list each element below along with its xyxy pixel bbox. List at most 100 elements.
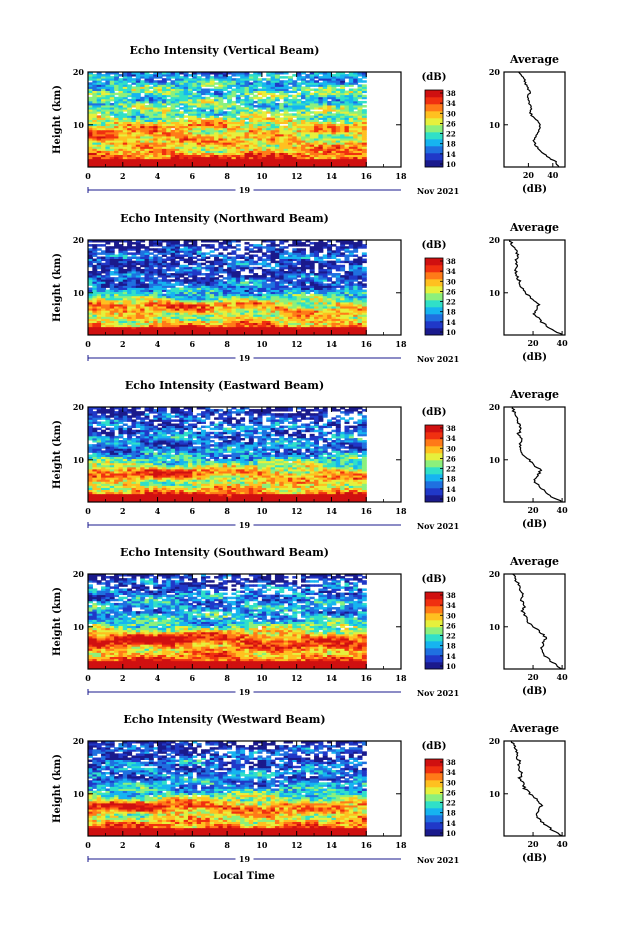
heatmap-cell xyxy=(362,267,367,269)
x-tick-label: 8 xyxy=(224,171,230,181)
average-title: Average xyxy=(509,53,559,66)
heatmap-cell xyxy=(362,290,367,292)
heatmap-cell xyxy=(301,76,306,78)
heatmap-cell xyxy=(158,80,163,82)
heatmap-cell xyxy=(327,101,332,103)
heatmap-cell xyxy=(131,109,136,111)
heatmap-cell xyxy=(279,113,284,115)
heatmap-cell xyxy=(166,82,171,84)
heatmap-cell xyxy=(223,269,228,271)
x-tick-label: 4 xyxy=(155,171,161,181)
heatmap-cell xyxy=(236,95,241,97)
heatmap-cell xyxy=(314,80,319,82)
colorbar-segment xyxy=(425,90,443,97)
x-tick-label: 6 xyxy=(190,171,196,181)
heatmap-cell xyxy=(262,78,267,80)
heatmap-cell xyxy=(305,74,310,76)
heatmap-cell xyxy=(275,103,280,105)
heatmap-cell xyxy=(249,97,254,99)
heatmap-cell xyxy=(210,89,215,91)
heatmap-cell xyxy=(305,80,310,82)
heatmap-cell xyxy=(101,82,106,84)
heatmap-cell xyxy=(358,281,363,283)
average-frame xyxy=(504,72,565,167)
heatmap-cell xyxy=(192,93,197,95)
heatmap-cell xyxy=(175,288,180,290)
heatmap-cell xyxy=(210,99,215,101)
heatmap-cell xyxy=(114,277,119,279)
heatmap-cell xyxy=(297,93,302,95)
heatmap-cell xyxy=(305,285,310,287)
heatmap-cell xyxy=(275,95,280,97)
heatmap-cell xyxy=(153,269,158,271)
heatmap-cell xyxy=(179,279,184,281)
heatmap-cell xyxy=(231,78,236,80)
heatmap-cell xyxy=(253,267,258,269)
colorbar-unit: (dB) xyxy=(422,72,447,83)
heatmap-cell xyxy=(297,99,302,101)
heatmap-cell xyxy=(171,130,176,132)
heatmap-cell xyxy=(292,113,297,115)
heatmap-cell xyxy=(314,111,319,113)
heatmap-cell xyxy=(236,78,241,80)
heatmap-cell xyxy=(149,74,154,76)
x-tick-label: 14 xyxy=(326,171,338,181)
colorbar-tick-label: 10 xyxy=(446,160,456,169)
heatmap-cell xyxy=(340,275,345,277)
heatmap-cell xyxy=(131,78,136,80)
heatmap-cell xyxy=(258,78,263,80)
heatmap-cell xyxy=(253,109,258,111)
average-x-label: (dB) xyxy=(522,184,547,195)
heatmap-cell xyxy=(153,277,158,279)
heatmap-cell xyxy=(214,86,219,88)
heatmap-cell xyxy=(258,263,263,265)
heatmap-cell xyxy=(362,283,367,285)
heatmap-cell xyxy=(105,290,110,292)
heatmap-cell xyxy=(214,82,219,84)
heatmap-cell xyxy=(292,80,297,82)
heatmap-cell xyxy=(201,120,206,122)
heatmap-cell xyxy=(279,80,284,82)
heatmap-cell xyxy=(336,273,341,275)
heatmap-cell xyxy=(362,80,367,82)
heatmap-cell xyxy=(340,265,345,267)
heatmap-cell xyxy=(97,271,102,273)
x-tick-label: 16 xyxy=(361,171,373,181)
colorbar-tick-label: 38 xyxy=(446,89,456,98)
heatmap-cell xyxy=(253,105,258,107)
heatmap-cell xyxy=(201,78,206,80)
heatmap-cell xyxy=(145,283,150,285)
heatmap-cell xyxy=(288,76,293,78)
heatmap-cell xyxy=(314,89,319,91)
heatmap-cell xyxy=(331,273,336,275)
heatmap-cell xyxy=(188,267,193,269)
heatmap-cell xyxy=(262,269,267,271)
heatmap-cell xyxy=(327,277,332,279)
heatmap-cell xyxy=(353,89,358,91)
heatmap-cell xyxy=(145,105,150,107)
heatmap-cell xyxy=(162,269,167,271)
heatmap-cell xyxy=(253,95,258,97)
heatmap-cell xyxy=(223,277,228,279)
heatmap-cell xyxy=(266,97,271,99)
heatmap-cell xyxy=(245,275,250,277)
heatmap-cell xyxy=(314,273,319,275)
heatmap-cell xyxy=(336,124,341,126)
heatmap-cell xyxy=(301,101,306,103)
heatmap-cell xyxy=(266,283,271,285)
heatmap-cell xyxy=(188,279,193,281)
average-x-tick-label: 20 xyxy=(523,170,535,180)
heatmap-cell xyxy=(227,111,232,113)
heatmap-cell xyxy=(218,279,223,281)
heatmap-cell xyxy=(175,109,180,111)
heatmap-cell xyxy=(223,281,228,283)
panel-title: Echo Intensity (Northward Beam) xyxy=(120,212,329,225)
heatmap-cell xyxy=(140,80,145,82)
y-tick-label: 20 xyxy=(73,67,85,77)
heatmap-cell xyxy=(197,76,202,78)
heatmap-cell xyxy=(353,111,358,113)
heatmap-cell xyxy=(297,267,302,269)
colorbar-tick-label: 34 xyxy=(446,99,456,108)
heatmap-cell xyxy=(171,273,176,275)
heatmap-cell xyxy=(344,74,349,76)
